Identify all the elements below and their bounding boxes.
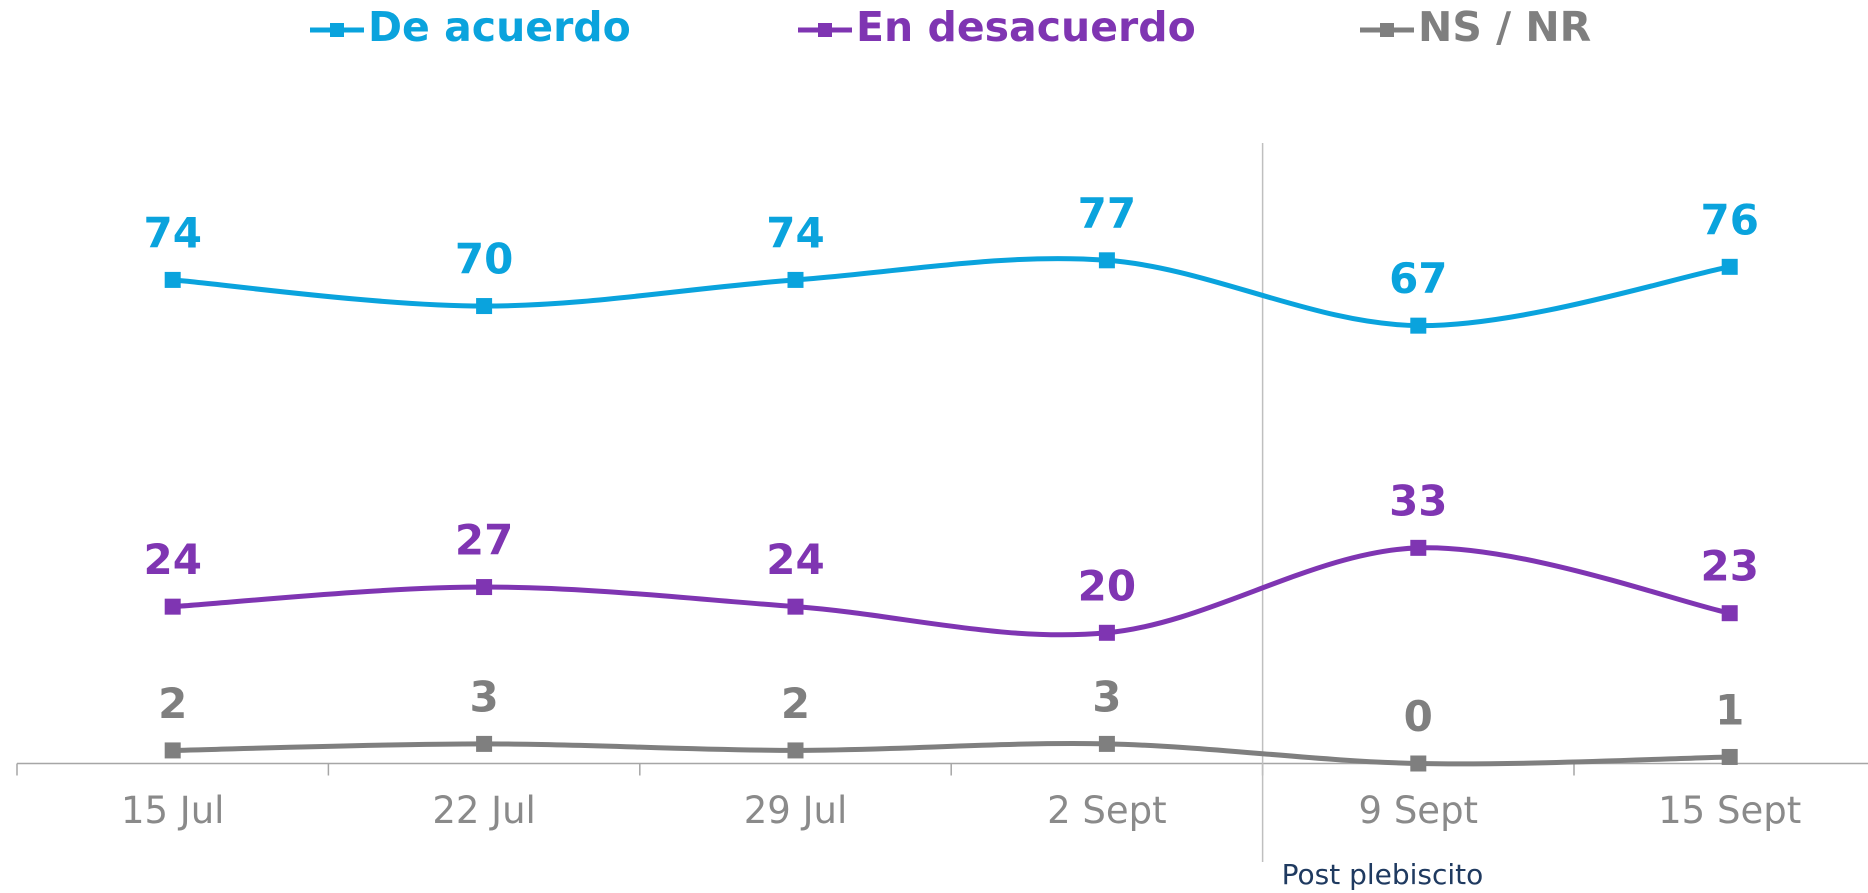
x-tick-label: 22 Jul [432, 789, 535, 832]
series-line [172, 741, 1730, 767]
point-marker [787, 271, 804, 288]
data-label: 76 [1700, 195, 1758, 244]
point-marker [787, 742, 804, 759]
data-label: 77 [1078, 189, 1136, 238]
point-marker [164, 598, 181, 615]
x-tick-label: 15 Jul [121, 789, 224, 832]
x-tick-label: 9 Sept [1359, 789, 1479, 832]
data-label: 70 [455, 235, 513, 284]
data-label: 2 [781, 679, 810, 728]
data-label: 74 [143, 208, 201, 257]
point-marker [1410, 755, 1427, 772]
point-marker [1410, 539, 1427, 556]
data-label: 1 [1715, 685, 1744, 734]
series-line [172, 256, 1731, 329]
point-marker [1098, 252, 1115, 269]
legend-label: En desacuerdo [856, 3, 1196, 51]
annotation: Post plebiscito [1282, 858, 1484, 891]
point-marker [1098, 735, 1115, 752]
x-tick-label: 29 Jul [744, 789, 847, 832]
data-label: 24 [766, 535, 824, 584]
x-tick-label: 2 Sept [1047, 789, 1167, 832]
point-marker [1721, 605, 1738, 622]
data-label: 20 [1078, 561, 1136, 610]
x-tick-label: 15 Sept [1658, 789, 1801, 832]
point-marker [476, 298, 493, 315]
series-line [172, 545, 1731, 638]
legend-marker [1380, 23, 1394, 37]
data-label: 74 [766, 208, 824, 257]
point-marker [1721, 748, 1738, 765]
data-label: 67 [1389, 254, 1447, 303]
point-marker [1410, 317, 1427, 334]
point-marker [164, 271, 181, 288]
point-marker [164, 742, 181, 759]
point-marker [1721, 258, 1738, 275]
data-label: 0 [1404, 692, 1433, 741]
data-label: 27 [455, 516, 513, 565]
data-label: 33 [1389, 476, 1447, 525]
legend-label: NS / NR [1418, 3, 1591, 51]
legend-marker [330, 23, 344, 37]
data-label: 23 [1700, 542, 1758, 591]
point-marker [476, 579, 493, 596]
point-marker [476, 735, 493, 752]
data-label: 3 [469, 672, 498, 721]
data-label: 3 [1092, 672, 1121, 721]
data-label: 24 [143, 535, 201, 584]
legend-marker [818, 23, 832, 37]
point-marker [1098, 624, 1115, 641]
legend-label: De acuerdo [368, 3, 631, 51]
point-marker [787, 598, 804, 615]
data-label: 2 [158, 679, 187, 728]
